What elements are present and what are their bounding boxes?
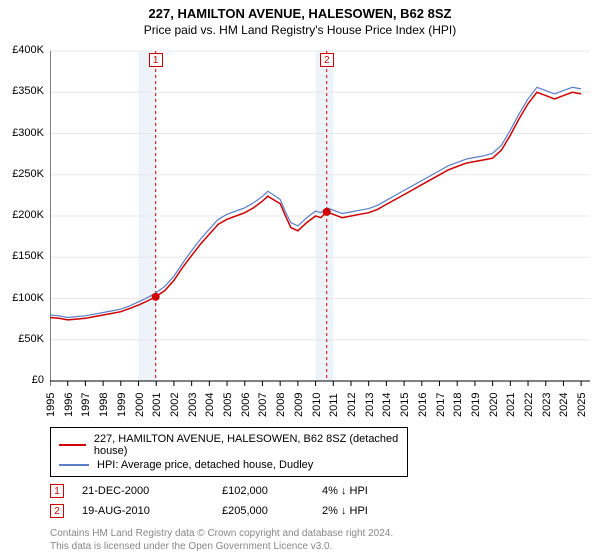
x-tick-label: 2022	[523, 393, 535, 417]
x-tick-label: 2002	[169, 393, 181, 417]
x-tick-label: 2014	[381, 393, 393, 417]
x-tick-label: 2007	[257, 393, 269, 417]
sale-date: 19-AUG-2010	[82, 505, 222, 517]
x-tick-label: 2001	[151, 393, 163, 417]
footer-attrib: Contains HM Land Registry data © Crown c…	[50, 527, 590, 553]
legend-item: HPI: Average price, detached house, Dudl…	[59, 458, 399, 472]
legend-swatch	[59, 444, 86, 446]
sale-diff: 4% ↓ HPI	[322, 485, 422, 497]
y-tick-label: £100K	[0, 292, 44, 304]
line-chart	[50, 41, 590, 421]
x-tick-label: 2009	[293, 393, 305, 417]
sale-marker-box: 2	[50, 504, 64, 518]
y-tick-label: £0	[0, 374, 44, 386]
x-tick-label: 2021	[505, 393, 517, 417]
page-title: 227, HAMILTON AVENUE, HALESOWEN, B62 8SZ	[0, 0, 600, 21]
x-tick-label: 2010	[311, 393, 323, 417]
x-tick-label: 2023	[541, 393, 553, 417]
legend-label: 227, HAMILTON AVENUE, HALESOWEN, B62 8SZ…	[94, 433, 399, 457]
x-tick-label: 2006	[240, 393, 252, 417]
sale-marker-box: 1	[50, 484, 64, 498]
x-tick-label: 2015	[399, 393, 411, 417]
x-tick-label: 2016	[417, 393, 429, 417]
y-tick-label: £300K	[0, 127, 44, 139]
y-tick-label: £400K	[0, 44, 44, 56]
page-subtitle: Price paid vs. HM Land Registry's House …	[0, 21, 600, 41]
legend-item: 227, HAMILTON AVENUE, HALESOWEN, B62 8SZ…	[59, 432, 399, 458]
x-tick-label: 2020	[488, 393, 500, 417]
x-tick-label: 2005	[222, 393, 234, 417]
x-tick-label: 1998	[98, 393, 110, 417]
y-tick-label: £200K	[0, 209, 44, 221]
sale-price: £102,000	[222, 485, 322, 497]
x-tick-label: 2024	[558, 393, 570, 417]
x-tick-label: 1997	[80, 393, 92, 417]
x-tick-label: 2018	[452, 393, 464, 417]
sale-row: 1 21-DEC-2000£102,0004% ↓ HPI	[50, 481, 590, 501]
x-tick-label: 2017	[435, 393, 447, 417]
y-tick-label: £150K	[0, 250, 44, 262]
legend-label: HPI: Average price, detached house, Dudl…	[97, 459, 313, 471]
x-tick-label: 1999	[116, 393, 128, 417]
sale-marker-2: 2	[320, 53, 334, 67]
x-tick-label: 2012	[346, 393, 358, 417]
y-tick-label: £350K	[0, 85, 44, 97]
x-tick-label: 2013	[364, 393, 376, 417]
footer-line1: Contains HM Land Registry data © Crown c…	[50, 527, 590, 540]
x-tick-label: 2019	[470, 393, 482, 417]
sales-table: 1 21-DEC-2000£102,0004% ↓ HPI 2 19-AUG-2010…	[50, 481, 590, 521]
sale-price: £205,000	[222, 505, 322, 517]
x-tick-label: 2025	[576, 393, 588, 417]
sale-row: 2 19-AUG-2010£205,0002% ↓ HPI	[50, 501, 590, 521]
legend: 227, HAMILTON AVENUE, HALESOWEN, B62 8SZ…	[50, 427, 408, 477]
x-tick-label: 2011	[328, 393, 340, 417]
sale-date: 21-DEC-2000	[82, 485, 222, 497]
footer-line2: This data is licensed under the Open Gov…	[50, 540, 590, 553]
legend-swatch	[59, 464, 89, 466]
chart-area: £0£50K£100K£150K£200K£250K£300K£350K£400…	[50, 41, 590, 421]
sale-diff: 2% ↓ HPI	[322, 505, 422, 517]
x-tick-label: 2003	[187, 393, 199, 417]
sale-marker-1: 1	[149, 53, 163, 67]
y-tick-label: £50K	[0, 333, 44, 345]
x-tick-label: 2004	[204, 393, 216, 417]
x-tick-label: 2008	[275, 393, 287, 417]
x-tick-label: 2000	[134, 393, 146, 417]
x-tick-label: 1995	[45, 393, 57, 417]
x-tick-label: 1996	[63, 393, 75, 417]
y-tick-label: £250K	[0, 168, 44, 180]
